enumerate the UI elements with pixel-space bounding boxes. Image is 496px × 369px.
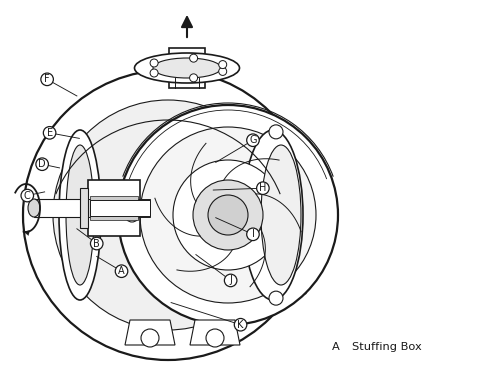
Circle shape	[53, 100, 283, 330]
Text: Stuffing Box: Stuffing Box	[352, 342, 422, 352]
Bar	[90, 196, 138, 204]
Polygon shape	[80, 188, 88, 228]
Polygon shape	[34, 199, 108, 217]
Circle shape	[208, 195, 248, 235]
Circle shape	[219, 61, 227, 69]
Text: C: C	[24, 190, 31, 201]
Text: A: A	[332, 342, 340, 352]
Text: I: I	[251, 229, 254, 239]
Circle shape	[206, 329, 224, 347]
Circle shape	[118, 105, 338, 325]
Text: J: J	[229, 275, 232, 286]
Bar	[90, 200, 150, 216]
Polygon shape	[169, 48, 205, 88]
Circle shape	[150, 69, 158, 77]
Bar	[90, 204, 138, 212]
Circle shape	[219, 68, 227, 75]
Circle shape	[23, 70, 313, 360]
Circle shape	[140, 127, 316, 303]
Circle shape	[173, 160, 283, 270]
Circle shape	[141, 329, 159, 347]
Ellipse shape	[66, 145, 94, 285]
Ellipse shape	[243, 130, 303, 300]
Ellipse shape	[59, 130, 101, 300]
Bar	[90, 212, 138, 220]
Circle shape	[189, 74, 197, 82]
Text: F: F	[44, 74, 50, 85]
Ellipse shape	[153, 58, 221, 78]
Circle shape	[269, 125, 283, 139]
Polygon shape	[88, 180, 140, 236]
Ellipse shape	[134, 53, 240, 83]
Text: G: G	[249, 135, 257, 145]
Ellipse shape	[261, 145, 301, 285]
Polygon shape	[190, 320, 240, 345]
Text: A: A	[118, 266, 125, 276]
Circle shape	[189, 54, 197, 62]
Text: E: E	[47, 128, 53, 138]
Polygon shape	[88, 199, 150, 217]
Polygon shape	[125, 320, 175, 345]
Circle shape	[193, 180, 263, 250]
Ellipse shape	[28, 199, 40, 217]
Circle shape	[269, 291, 283, 305]
Circle shape	[150, 59, 158, 67]
Text: B: B	[93, 238, 100, 249]
Text: H: H	[259, 183, 266, 193]
Circle shape	[125, 208, 139, 222]
Text: D: D	[38, 159, 46, 169]
Text: K: K	[238, 320, 244, 330]
